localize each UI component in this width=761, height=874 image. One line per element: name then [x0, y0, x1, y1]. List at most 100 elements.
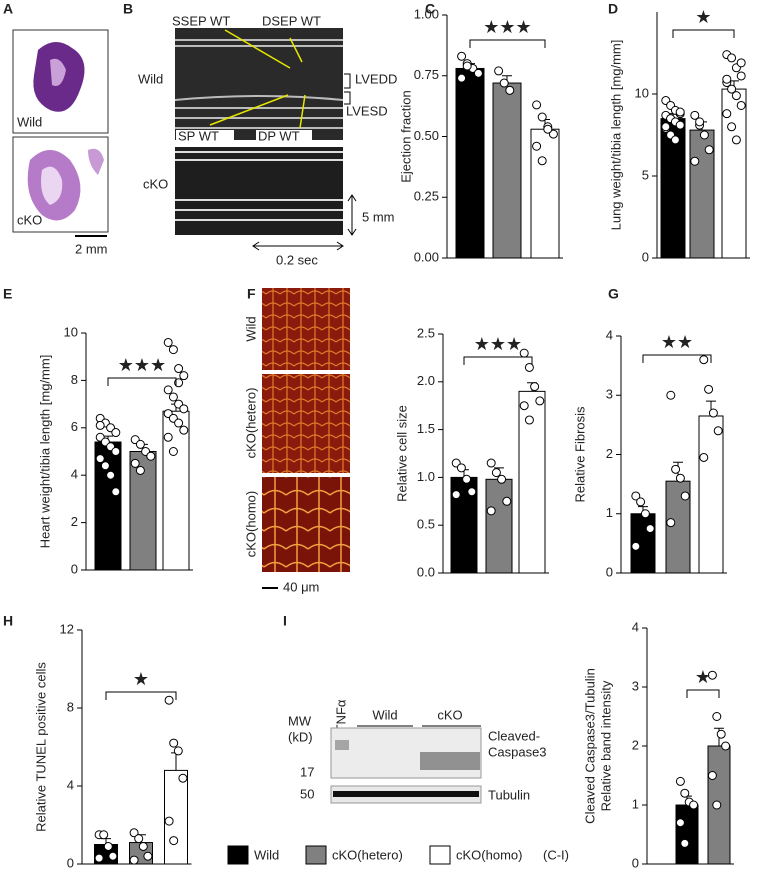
- bar: [675, 804, 699, 865]
- data-point: [708, 408, 718, 418]
- significance-label: ★★★: [118, 355, 166, 375]
- y-tick-label: 0: [642, 249, 649, 264]
- data-point: [135, 465, 145, 475]
- data-point: [712, 800, 722, 810]
- data-point: [456, 463, 466, 473]
- data-point: [163, 337, 173, 347]
- lane-label: cKO: [437, 707, 462, 722]
- data-point: [457, 73, 467, 83]
- data-point: [727, 84, 737, 94]
- legend-swatch: [227, 845, 249, 865]
- data-point: [707, 670, 717, 680]
- data-point: [451, 490, 461, 500]
- data-point: [95, 454, 105, 464]
- y-tick-label: 0: [71, 561, 78, 576]
- y-tick-label: 4: [67, 777, 74, 792]
- data-point: [631, 541, 641, 551]
- lane-label: TNFα: [333, 699, 348, 732]
- histology-texture: [262, 288, 350, 370]
- y-tick-label: 0.0: [417, 564, 435, 579]
- data-point: [505, 85, 515, 95]
- data-point: [163, 432, 173, 442]
- scale-label: 2 mm: [75, 241, 108, 256]
- y-tick-label: 2: [606, 446, 613, 461]
- data-point: [473, 68, 483, 78]
- data-point: [731, 135, 741, 145]
- panel-label: F: [247, 286, 256, 302]
- data-point: [727, 53, 737, 63]
- row-label: Wild: [17, 114, 42, 129]
- y-tick-label: 3: [632, 678, 639, 693]
- y-axis-label: Ejection fraction: [398, 90, 413, 183]
- bar: [455, 67, 485, 259]
- data-point: [535, 396, 545, 406]
- data-point: [690, 110, 700, 120]
- annotation: DP WT: [258, 128, 300, 143]
- data-point: [713, 426, 723, 436]
- data-point: [168, 345, 178, 355]
- data-point: [519, 401, 529, 411]
- scale-arrow: [347, 194, 357, 236]
- data-point: [704, 384, 714, 394]
- y-tick-label: 0.25: [414, 189, 439, 204]
- data-point: [163, 385, 173, 395]
- panel-label: H: [3, 613, 13, 629]
- data-point: [661, 122, 671, 132]
- data-point: [671, 464, 681, 474]
- bracket: [344, 73, 351, 105]
- significance-bracket: [105, 691, 177, 700]
- data-point: [675, 473, 685, 483]
- y-axis-label: Cleaved Caspase3/Tubulin: [582, 668, 597, 824]
- y-tick-label: 0: [67, 855, 74, 870]
- data-point: [689, 800, 699, 810]
- legend-note: (C-I): [543, 847, 569, 862]
- data-point: [699, 452, 709, 462]
- data-point: [457, 51, 467, 61]
- data-point: [736, 71, 746, 81]
- data-point: [736, 58, 746, 68]
- data-point: [675, 818, 685, 828]
- data-point: [143, 851, 153, 861]
- y-tick-label: 10: [64, 324, 78, 339]
- data-point: [640, 509, 650, 519]
- row-label: cKO(homo): [243, 491, 258, 557]
- significance-bracket: [463, 356, 533, 365]
- data-point: [486, 506, 496, 516]
- y-tick-label: 3: [606, 387, 613, 402]
- significance-label: ★: [133, 669, 149, 689]
- data-point: [666, 518, 676, 528]
- scale-label: 40 μm: [283, 579, 319, 594]
- data-point: [499, 78, 509, 88]
- data-point: [173, 746, 183, 756]
- significance-label: ★★: [661, 332, 693, 352]
- data-point: [722, 74, 732, 84]
- data-point: [699, 130, 709, 140]
- row-label: Wild: [243, 316, 258, 341]
- y-tick-label: 0.75: [414, 67, 439, 82]
- bar: [698, 415, 724, 574]
- row-label: cKO: [17, 212, 42, 227]
- scale-label: 5 mm: [362, 209, 395, 224]
- data-point: [129, 828, 139, 838]
- data-point: [707, 771, 717, 780]
- data-point: [108, 851, 118, 861]
- data-point: [722, 109, 732, 119]
- row-label: Wild: [138, 71, 163, 86]
- annotation: SP WT: [178, 128, 219, 143]
- data-point: [680, 491, 690, 501]
- legend-swatch: [305, 845, 327, 865]
- data-point: [636, 497, 646, 507]
- data-point: [179, 425, 189, 435]
- annotation-lines: [209, 29, 306, 129]
- row-label: cKO: [143, 176, 168, 191]
- panel-label: A: [3, 1, 13, 17]
- data-point: [111, 428, 121, 438]
- data-point: [721, 741, 731, 751]
- y-tick-label: 1.5: [417, 421, 435, 436]
- heart-chamber: [41, 166, 63, 205]
- y-tick-label: 10: [635, 85, 649, 100]
- y-tick-label: 1.00: [414, 6, 439, 21]
- annotation: SSEP WT: [172, 13, 230, 28]
- data-point: [94, 853, 104, 863]
- data-point: [524, 362, 534, 372]
